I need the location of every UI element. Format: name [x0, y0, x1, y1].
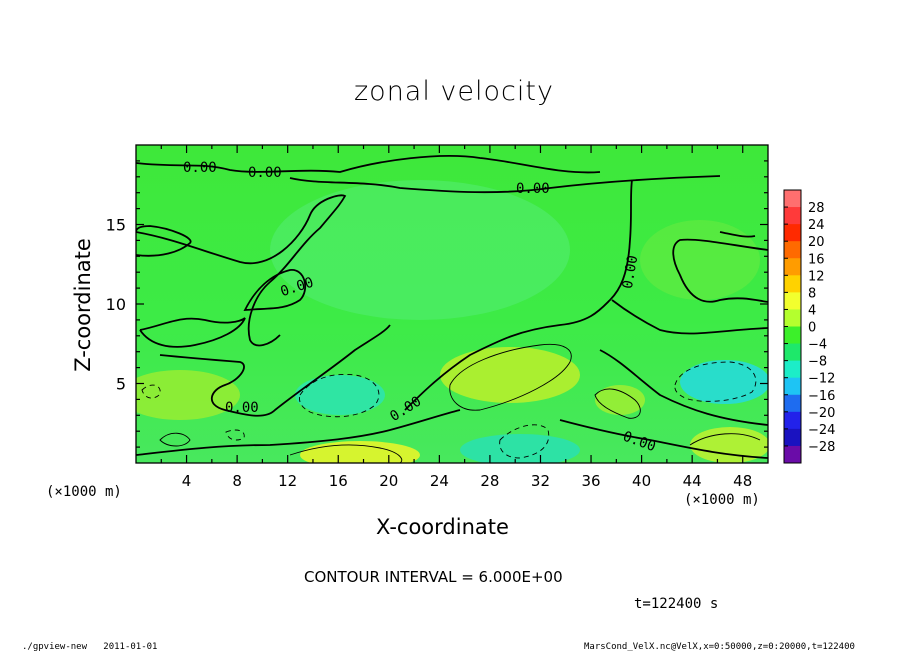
colorbar-swatch	[784, 207, 801, 225]
positive-contours	[159, 343, 761, 463]
time-text: t=122400 s	[634, 596, 719, 612]
colorbar-swatch	[784, 394, 801, 413]
colorbar-label: −4	[808, 338, 827, 353]
colorbar-label: 0	[808, 321, 816, 336]
x-tick-label: 28	[480, 472, 499, 490]
colorbar-swatch	[784, 343, 801, 362]
colorbar-swatch	[784, 445, 801, 464]
colorbar-label: −24	[808, 423, 835, 438]
colorbar-label: −16	[808, 389, 835, 404]
colorbar-label: 16	[808, 252, 825, 267]
x-axis-label: X-coordinate	[376, 515, 509, 539]
axis-ticks	[136, 145, 768, 463]
colorbar-label: 4	[808, 303, 816, 318]
colorbar-label: −12	[808, 372, 835, 387]
colorbar-label: 24	[808, 218, 825, 233]
y-tick-label: 10	[106, 295, 126, 314]
colorbar: 28 24 20 16 12 8 4 0 −4 −8 −12 −16 −20 −24 −28	[783, 189, 835, 464]
chart-title: zonal velocity	[354, 76, 554, 107]
zero-contours	[136, 155, 768, 459]
x-tick-label: 20	[379, 472, 398, 490]
colorbar-swatch	[784, 428, 801, 447]
colorbar-swatch	[784, 258, 801, 276]
x-tick-label: 32	[531, 472, 550, 490]
colorbar-swatch	[784, 326, 801, 345]
contour-label: 0.00	[183, 160, 217, 176]
colorbar-label: −20	[808, 406, 835, 421]
colorbar-label: 20	[808, 235, 825, 250]
contour-label: 0.00	[620, 254, 642, 290]
colorbar-swatch	[784, 411, 801, 430]
x-tick-label: 40	[632, 472, 651, 490]
negative-contours	[141, 361, 757, 459]
x-tick-label: 12	[278, 472, 297, 490]
contour-label: 0.00	[516, 181, 550, 197]
x-tick-label: 16	[329, 472, 348, 490]
colorbar-swatch	[784, 224, 801, 242]
x-tick-label: 48	[733, 472, 752, 490]
colorbar-swatch	[784, 292, 801, 310]
x-unit-right: (×1000 m)	[684, 492, 760, 508]
footer-right: MarsCond_VelX.nc@VelX,x=0:50000,z=0:2000…	[584, 642, 855, 652]
x-tick-label: 36	[581, 472, 600, 490]
y-tick-label: 5	[116, 375, 126, 394]
colorbar-label: 12	[808, 269, 825, 284]
colorbar-swatch	[784, 190, 801, 208]
x-tick-label: 8	[232, 472, 242, 490]
heatmap-field	[136, 145, 768, 463]
colorbar-swatch	[784, 360, 801, 379]
contour-label: 0.00	[225, 400, 259, 416]
colorbar-label: −28	[808, 440, 835, 455]
colorbar-swatch	[784, 309, 801, 327]
colorbar-swatch	[784, 241, 801, 259]
contour-label: 0.00	[248, 165, 282, 181]
colorbar-swatch	[784, 275, 801, 293]
colorbar-label: −8	[808, 355, 827, 370]
colorbar-label: 28	[808, 201, 825, 216]
footer-left: ./gpview-new 2011-01-01	[22, 642, 158, 652]
colorbar-swatch	[784, 377, 801, 396]
colorbar-label: 8	[808, 286, 816, 301]
y-tick-label: 15	[106, 216, 126, 235]
x-unit-left: (×1000 m)	[46, 484, 122, 500]
x-tick-label: 4	[182, 472, 192, 490]
x-tick-label: 44	[683, 472, 702, 490]
contour-interval-text: CONTOUR INTERVAL = 6.000E+00	[304, 568, 563, 586]
x-tick-label: 24	[430, 472, 449, 490]
